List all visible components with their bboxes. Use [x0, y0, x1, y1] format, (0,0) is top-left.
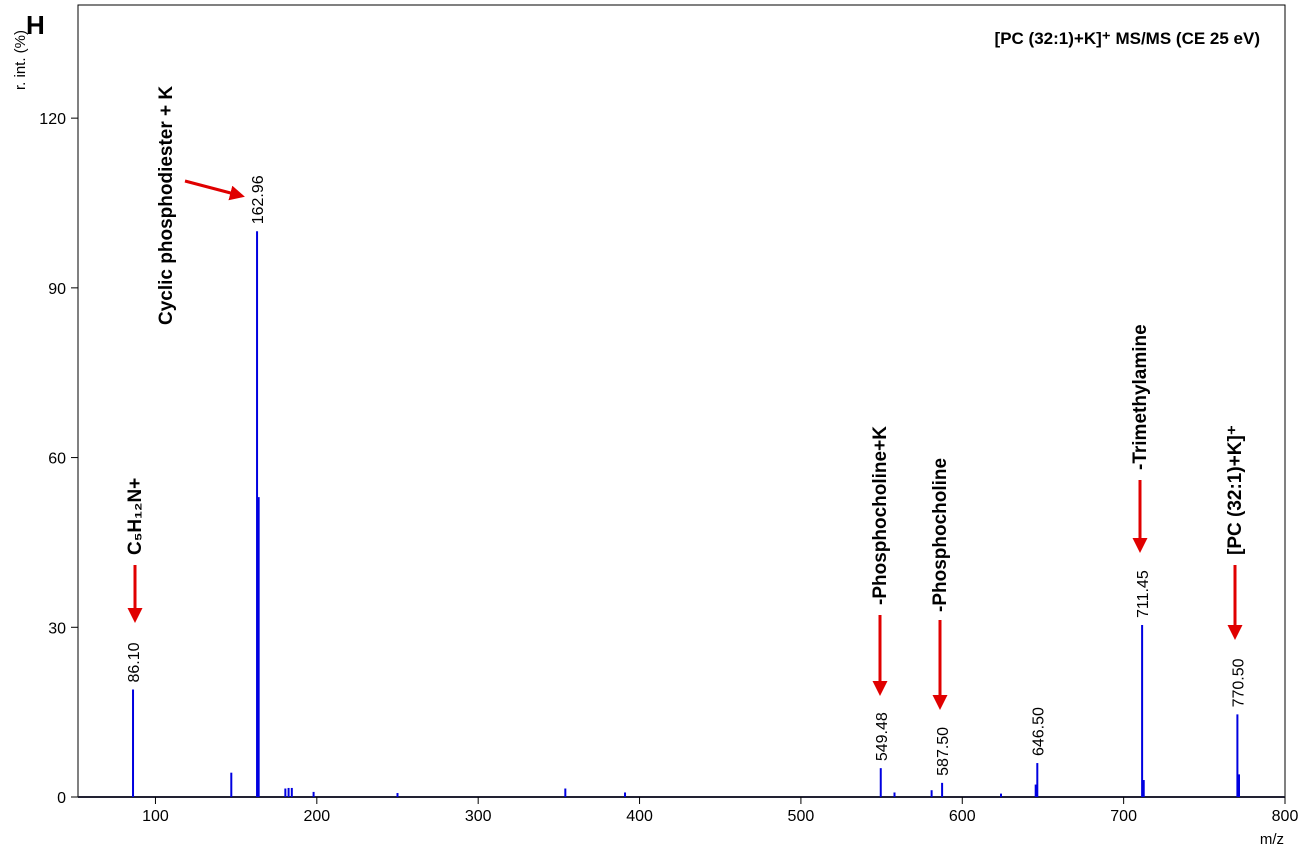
x-tick-label: 200	[303, 808, 330, 825]
y-axis-label: r. int. (%)	[12, 30, 29, 90]
y-tick-label: 30	[48, 620, 66, 637]
y-tick-label: 0	[57, 790, 66, 807]
x-tick-label: 300	[465, 808, 492, 825]
annotation: -Trimethylamine	[1130, 324, 1151, 470]
x-tick-label: 500	[788, 808, 815, 825]
peak-label: 646.50	[1030, 707, 1047, 756]
peak-label: 86.10	[126, 642, 143, 682]
x-tick-label: 700	[1110, 808, 1137, 825]
annotation: Cyclic phosphodiester + K	[156, 86, 177, 325]
annotation: -Phosphocholine+K	[870, 426, 891, 605]
y-tick-label: 60	[48, 451, 66, 468]
annotation: [PC (32:1)+K]⁺	[1225, 425, 1246, 555]
peak-label: 587.50	[935, 727, 952, 776]
annotation: -Phosphocholine	[930, 458, 951, 612]
annotation: C₅H₁₂N+	[125, 478, 146, 555]
peak-label: 162.96	[250, 175, 267, 224]
peak-label: 549.48	[874, 712, 891, 761]
panel-label: H	[26, 10, 45, 40]
x-axis-label: m/z	[1260, 831, 1284, 848]
x-tick-label: 400	[626, 808, 653, 825]
y-tick-label: 120	[39, 111, 66, 128]
peak-label: 770.50	[1230, 658, 1247, 707]
x-tick-label: 800	[1272, 808, 1299, 825]
annotation-arrow	[184, 179, 245, 201]
chart-title: [PC (32:1)+K]⁺ MS/MS (CE 25 eV)	[995, 29, 1260, 48]
x-tick-label: 600	[949, 808, 976, 825]
x-tick-label: 100	[142, 808, 169, 825]
y-tick-label: 90	[48, 281, 66, 298]
peak-label: 711.45	[1135, 570, 1152, 618]
